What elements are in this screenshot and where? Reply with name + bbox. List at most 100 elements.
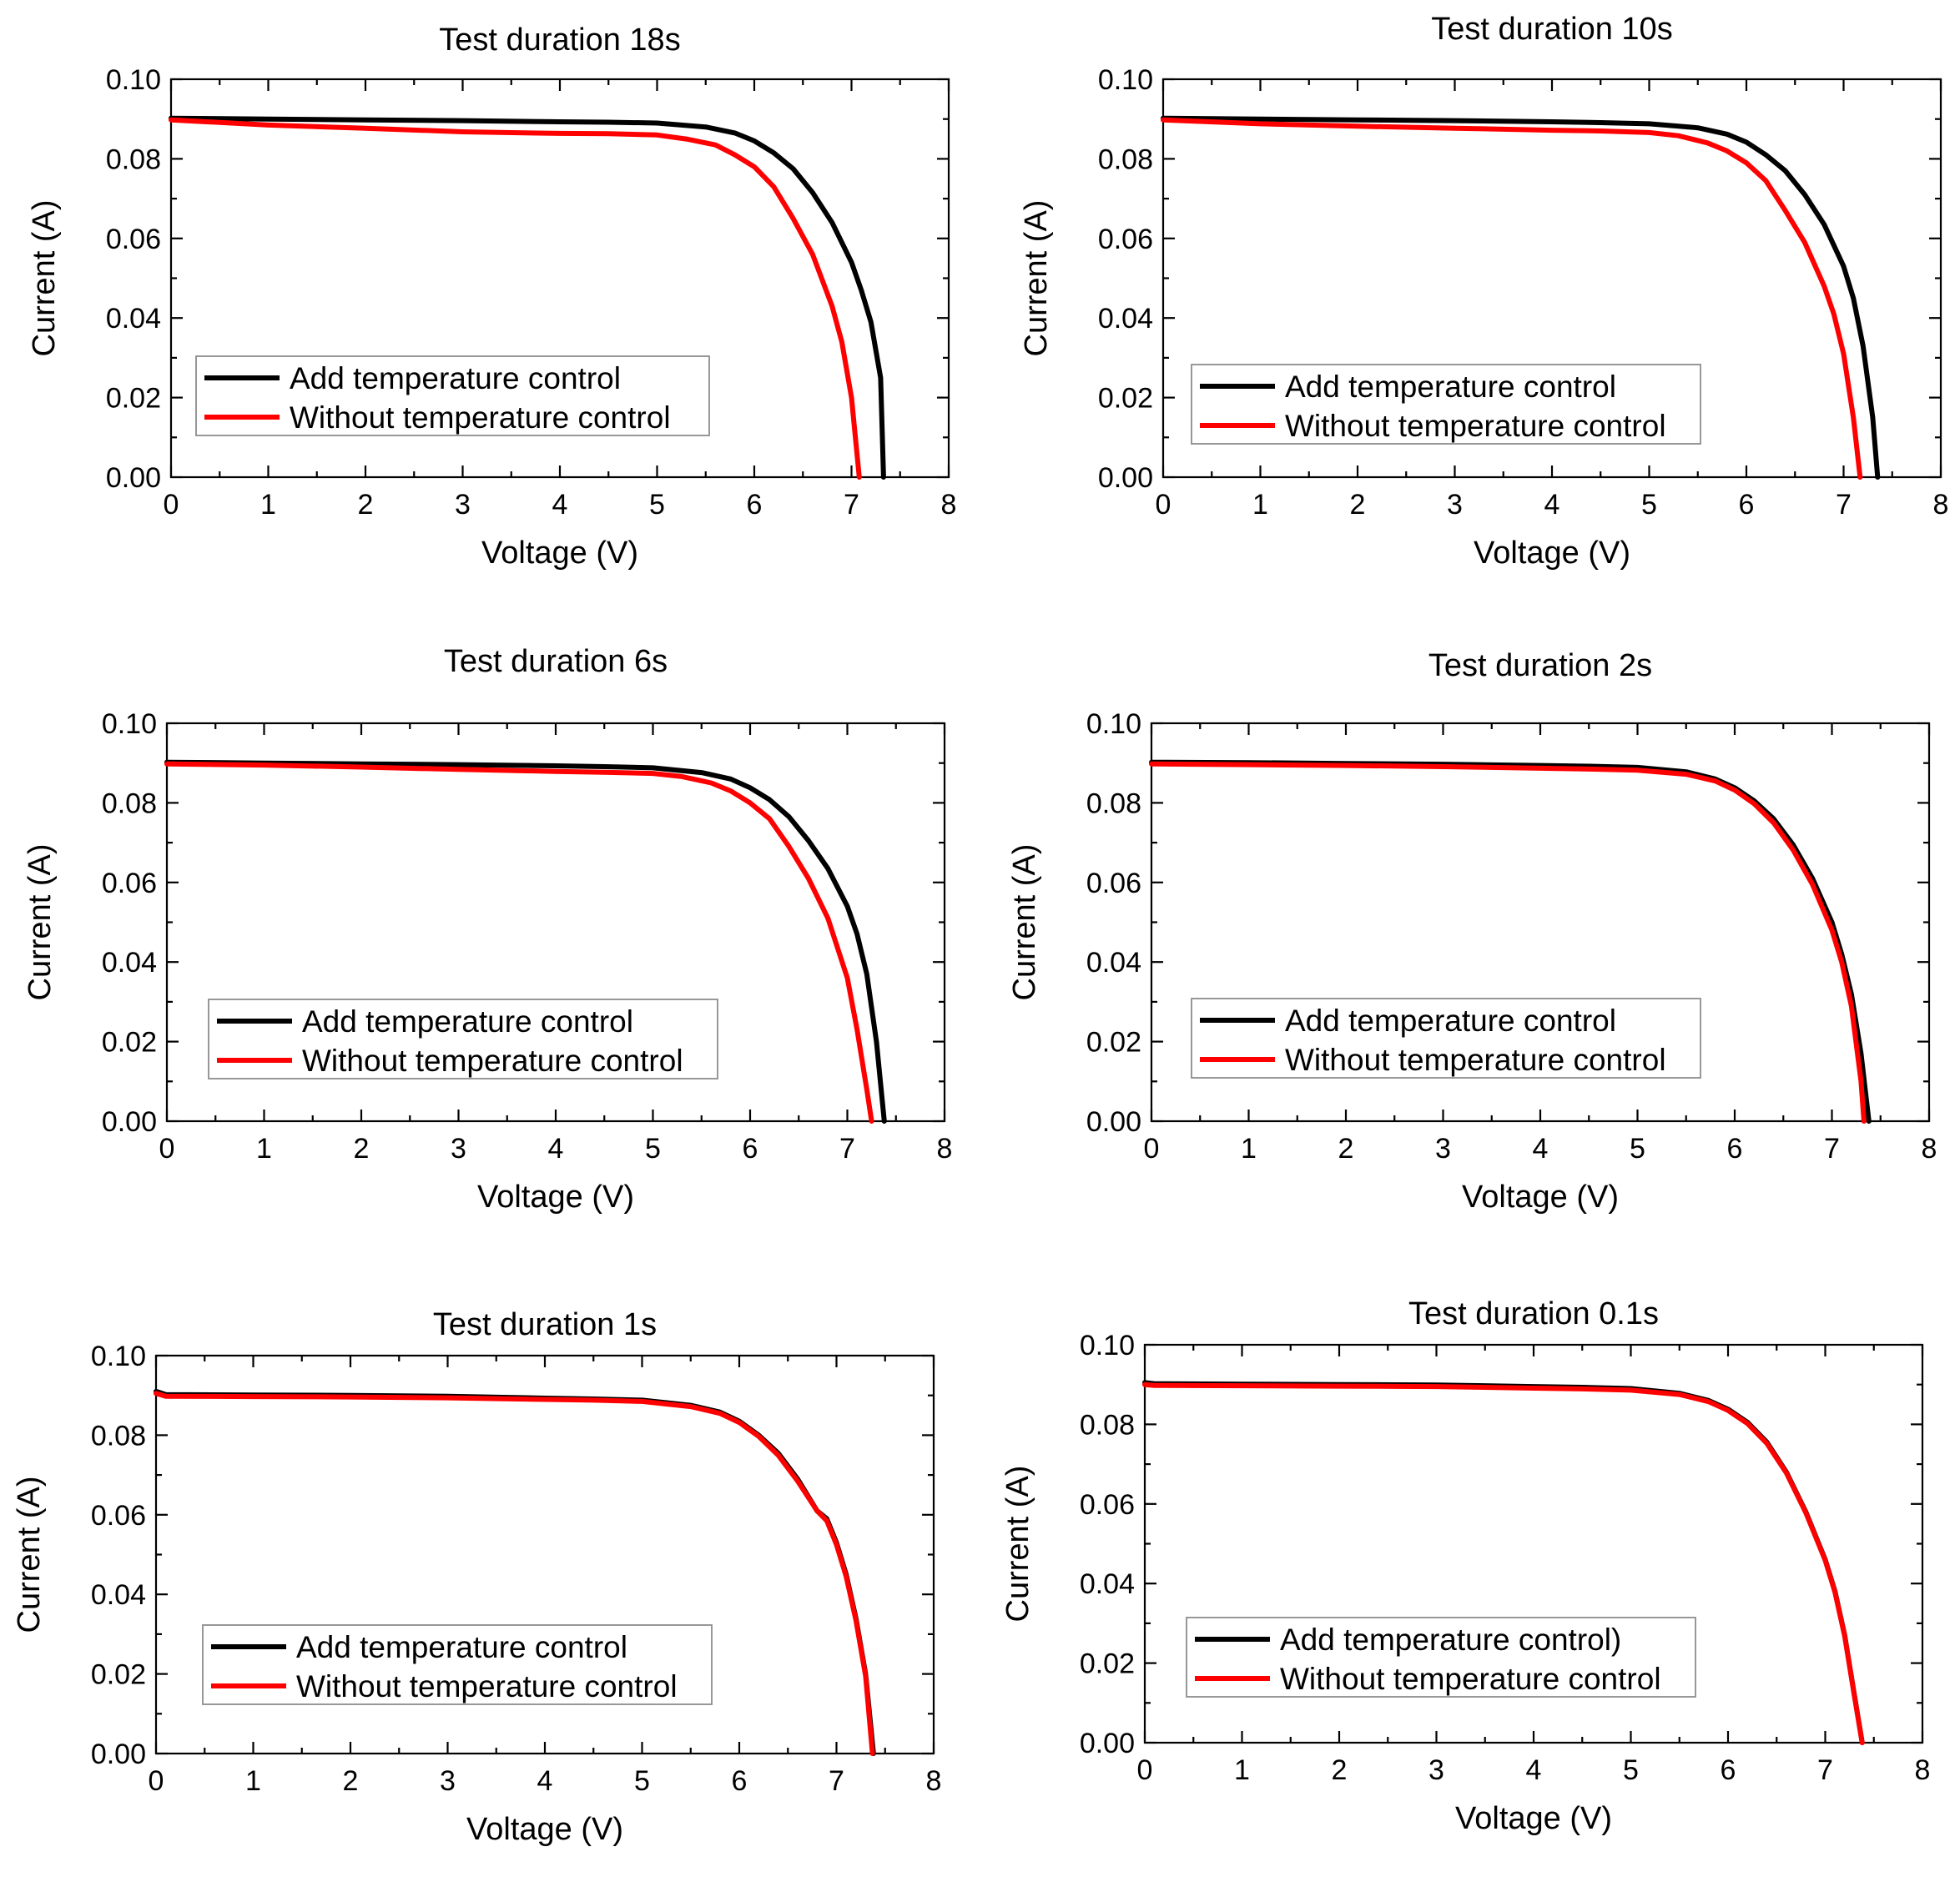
panel-6-x-axis-label: Voltage (V) (1455, 1801, 1612, 1836)
panel-4-x-tick-label: 0 (1144, 1133, 1160, 1165)
panel-1-y-tick-label: 0.06 (106, 224, 161, 255)
panel-6-x-tick-label: 1 (1234, 1754, 1250, 1786)
panel-1-legend-label-2: Without temperature control (290, 400, 671, 435)
panel-4-y-tick-label: 0.02 (1086, 1027, 1141, 1059)
panel-6-x-tick-label: 6 (1721, 1754, 1736, 1786)
panel-1-x-tick-label: 5 (649, 489, 665, 521)
panel-4: Test duration 2s 0 1 2 3 4 5 6 7 8 0.00 0.02 0.04 0.0… (1007, 648, 1937, 1215)
panel-2-legend-box (1191, 364, 1701, 445)
panel-2-x-tick-label: 1 (1252, 489, 1268, 521)
panel-1-x-tick-label: 0 (164, 489, 179, 521)
panel-2-x-tick-label: 4 (1544, 489, 1560, 521)
panel-2-legend: Add temperature control Without temperatu… (1191, 364, 1701, 445)
panel-6-x-tick-label: 4 (1526, 1754, 1542, 1786)
panel-6-x-tick-label: 7 (1817, 1754, 1833, 1786)
panel-2-legend-label-1: Add temperature control (1285, 370, 1616, 404)
panel-3-x-tick-label: 2 (354, 1133, 370, 1165)
panel-4-x-tick-label: 6 (1727, 1133, 1743, 1165)
panel-1-series-with-control-line (169, 115, 886, 480)
panel-5: Test duration 1s 0 1 2 3 4 5 6 7 8 0.00 0.02 0.04 0.0… (12, 1307, 941, 1847)
panel-4-y-axis-label: Current (A) (1007, 844, 1042, 1001)
panel-1-x-tick-label: 3 (455, 489, 471, 521)
panel-5-y-tick-label: 0.10 (91, 1341, 146, 1372)
panel-4-y-tick-label: 0.08 (1086, 788, 1141, 819)
panel-2-y-tick-label: 0.02 (1098, 383, 1153, 415)
panel-6-y-tick-label: 0.08 (1080, 1409, 1135, 1441)
panel-5-x-axis-label: Voltage (V) (466, 1812, 623, 1847)
panel-1-y-axis-label: Current (A) (27, 200, 62, 357)
panel-4-legend-label-1: Add temperature control (1285, 1004, 1616, 1038)
panel-1-x-tick-label: 6 (747, 489, 763, 521)
panel-5-title: Test duration 1s (433, 1307, 657, 1342)
panel-1-x-tick-label: 8 (941, 489, 957, 521)
panel-6-y-tick-label: 0.02 (1080, 1648, 1135, 1680)
panel-5-y-tick-label: 0.02 (91, 1659, 146, 1691)
panel-2-x-tick-label: 8 (1933, 489, 1949, 521)
panel-2-x-tick-label: 5 (1641, 489, 1657, 521)
panel-5-y-tick-label: 0.06 (91, 1500, 146, 1532)
panel-2-x-tick-label: 2 (1350, 489, 1366, 521)
panel-1-x-tick-label: 1 (260, 489, 276, 521)
panel-3: Test duration 6s 0 1 2 3 4 5 6 7 8 0.00 0.02 0.04 0.0… (23, 644, 952, 1215)
panel-2-y-tick-label: 0.10 (1098, 64, 1153, 96)
panel-5-x-tick-label: 5 (634, 1765, 650, 1797)
panel-3-series-with-control-line (164, 759, 887, 1124)
panel-2-x-axis-label: Voltage (V) (1474, 536, 1630, 571)
panel-1-legend-box (195, 355, 710, 436)
panel-6-x-tick-label: 8 (1915, 1754, 1931, 1786)
panel-3-x-tick-label: 6 (743, 1133, 758, 1165)
panel-4-x-tick-label: 4 (1533, 1133, 1549, 1165)
panel-3-x-tick-label: 8 (937, 1133, 953, 1165)
panel-3-legend: Add temperature control Without temperatu… (208, 999, 718, 1079)
panel-6-series-without-control-line (1142, 1381, 1865, 1745)
panel-4-y-tick-label: 0.04 (1086, 947, 1141, 979)
panel-4-legend: Add temperature control Without temperatu… (1191, 998, 1701, 1079)
panel-1-y-tick-label: 0.04 (106, 303, 161, 335)
panel-6-x-tick-label: 2 (1332, 1754, 1348, 1786)
panel-3-title: Test duration 6s (444, 644, 668, 679)
panel-2: Test duration 10s 0 1 2 3 4 5 6 7 8 0.00 0.02 0.04 0.… (1019, 12, 1948, 571)
panel-5-legend-label-2: Without temperature control (296, 1669, 678, 1703)
panel-6: Test duration 0.1s 0 1 2 3 4 5 6 7 8 0.00 0.02 0.04 0… (1000, 1296, 1930, 1836)
panel-6-y-tick-label: 0.04 (1080, 1568, 1135, 1600)
panel-1-x-axis-label: Voltage (V) (481, 536, 638, 571)
panel-4-y-tick-label: 0.00 (1086, 1106, 1141, 1138)
panel-1-x-tick-label: 7 (844, 489, 859, 521)
panel-2-x-tick-label: 0 (1156, 489, 1171, 521)
panel-5-y-tick-label: 0.08 (91, 1420, 146, 1452)
panel-6-legend-label-1: Add temperature control) (1280, 1623, 1621, 1657)
panel-1-y-tick-label: 0.00 (106, 462, 161, 494)
panel-5-x-tick-label: 7 (829, 1765, 844, 1797)
panel-2-y-tick-label: 0.06 (1098, 224, 1153, 255)
panel-1-legend-label-1: Add temperature control (290, 361, 621, 395)
panel-3-y-tick-label: 0.02 (102, 1027, 157, 1059)
panel-3-x-tick-label: 3 (451, 1133, 466, 1165)
panel-3-series-without-control-line (164, 761, 874, 1124)
panel-3-y-tick-label: 0.06 (102, 868, 157, 899)
panel-4-x-axis-label: Voltage (V) (1462, 1180, 1619, 1215)
panel-1: Test duration 18s 0 1 2 3 4 5 6 7 8 0.00 0.02 0.04 0.… (27, 23, 956, 571)
panel-4-y-tick-label: 0.10 (1086, 708, 1141, 740)
panel-4-x-tick-label: 8 (1922, 1133, 1937, 1165)
panel-5-y-tick-label: 0.00 (91, 1739, 146, 1770)
panel-2-series-with-control-line (1161, 115, 1881, 480)
panel-6-x-tick-label: 5 (1623, 1754, 1639, 1786)
panel-3-legend-label-2: Without temperature control (302, 1044, 683, 1078)
panel-3-x-tick-label: 5 (645, 1133, 661, 1165)
panel-1-x-tick-label: 4 (552, 489, 568, 521)
panel-5-legend-label-1: Add temperature control (296, 1630, 627, 1664)
panel-5-x-tick-label: 0 (149, 1765, 164, 1797)
panel-5-x-tick-label: 1 (245, 1765, 261, 1797)
panel-2-title: Test duration 10s (1431, 12, 1672, 47)
panel-3-x-tick-label: 4 (548, 1133, 564, 1165)
panel-2-y-tick-label: 0.00 (1098, 462, 1153, 494)
panel-1-y-tick-label: 0.08 (106, 143, 161, 175)
panel-1-y-tick-label: 0.02 (106, 383, 161, 415)
panel-4-x-tick-label: 5 (1630, 1133, 1645, 1165)
panel-4-title: Test duration 2s (1428, 648, 1652, 683)
panel-6-x-tick-label: 3 (1428, 1754, 1444, 1786)
panel-2-y-tick-label: 0.08 (1098, 143, 1153, 175)
panel-4-x-tick-label: 2 (1338, 1133, 1354, 1165)
panel-6-y-tick-label: 0.10 (1080, 1330, 1135, 1361)
